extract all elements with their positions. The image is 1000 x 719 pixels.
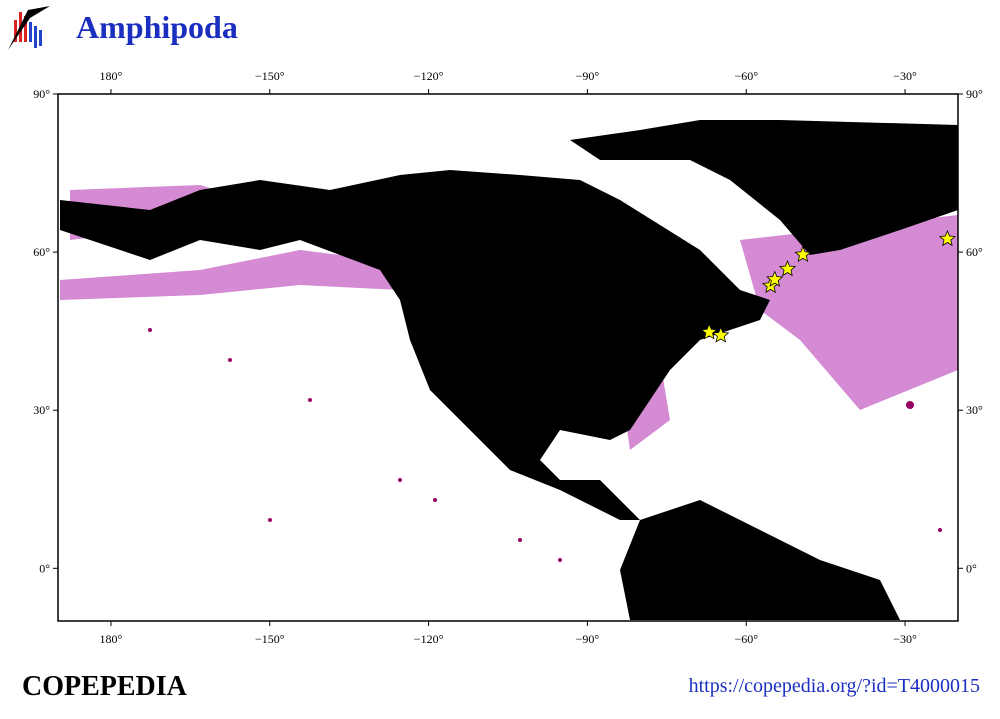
record-star <box>712 326 730 343</box>
y-tick-label: 30° <box>33 403 50 417</box>
record-star <box>766 270 784 287</box>
logo <box>8 6 50 50</box>
x-tick-label: −90° <box>576 69 600 83</box>
x-tick-label: −60° <box>734 632 758 646</box>
x-tick-label: −30° <box>893 632 917 646</box>
x-tick-label: −150° <box>255 69 285 83</box>
x-tick-label: −60° <box>734 69 758 83</box>
record-star <box>938 229 956 247</box>
land <box>60 120 958 620</box>
brand: COPEPEDIA <box>22 671 188 702</box>
y-tick-label: 90° <box>33 87 50 101</box>
record-star <box>700 323 718 340</box>
x-tick-label: 180° <box>100 632 123 646</box>
y-tick-label: 30° <box>966 403 983 417</box>
x-tick-label: −120° <box>414 69 444 83</box>
x-tick-label: −120° <box>414 632 444 646</box>
record-star <box>778 259 797 277</box>
y-tick-label: 90° <box>966 87 983 101</box>
title: Amphipoda <box>76 9 238 45</box>
x-tick-label: −90° <box>576 632 600 646</box>
y-tick-label: 0° <box>39 561 50 575</box>
record-star <box>794 245 812 263</box>
x-tick-label: −30° <box>893 69 917 83</box>
map <box>57 93 959 622</box>
url[interactable]: https://copepedia.org/?id=T4000015 <box>689 675 980 697</box>
y-tick-label: 60° <box>966 245 983 259</box>
x-tick-label: 180° <box>100 69 123 83</box>
x-tick-label: −150° <box>255 632 285 646</box>
y-tick-label: 60° <box>33 245 50 259</box>
frame <box>57 93 959 622</box>
sample-dots <box>148 328 942 562</box>
y-tick-label: 0° <box>966 561 977 575</box>
